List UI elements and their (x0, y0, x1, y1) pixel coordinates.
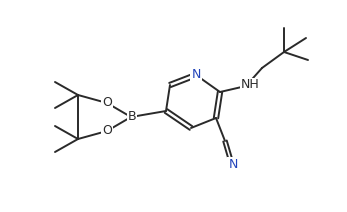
Text: O: O (102, 96, 112, 110)
Text: O: O (102, 124, 112, 138)
Text: N: N (191, 68, 201, 81)
Text: B: B (128, 110, 136, 124)
Text: NH: NH (240, 78, 259, 92)
Text: N: N (228, 158, 238, 170)
